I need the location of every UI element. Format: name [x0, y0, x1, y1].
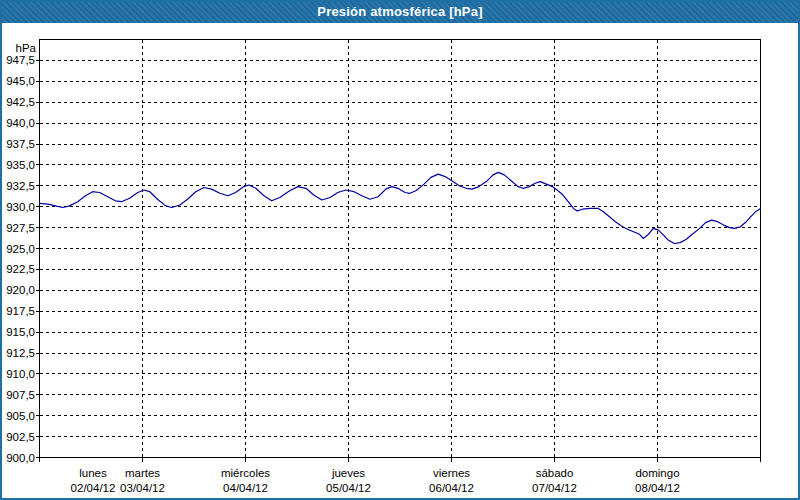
- day-date-label: 08/04/12: [635, 482, 680, 494]
- y-tick-label: 900,0: [6, 452, 35, 464]
- y-tick-label: 945,0: [6, 75, 35, 87]
- y-tick-label: 920,0: [6, 284, 35, 296]
- y-tick-label: 915,0: [6, 326, 35, 338]
- day-name-label: jueves: [331, 467, 365, 479]
- y-tick-label: 922,5: [6, 263, 35, 275]
- day-name-label: sábado: [536, 467, 574, 479]
- y-tick-label: 917,5: [6, 305, 35, 317]
- day-name-label: miércoles: [221, 467, 270, 479]
- day-date-label: 03/04/12: [120, 482, 165, 494]
- y-tick-label: 930,0: [6, 201, 35, 213]
- y-tick-label: 902,5: [6, 431, 35, 443]
- day-name-label: lunes: [79, 467, 107, 479]
- unit-label: hPa: [16, 42, 37, 54]
- pressure-chart: 947,5 945,0 942,5 940,0 937,5 935,0 932,5 930,0…: [0, 0, 800, 500]
- y-tick-label: 910,0: [6, 368, 35, 380]
- y-tick-label: 927,5: [6, 222, 35, 234]
- y-tick-label: 940,0: [6, 117, 35, 129]
- y-tick-label: 905,0: [6, 410, 35, 422]
- y-tick-label: 947,5: [6, 54, 35, 66]
- pressure-line: [40, 172, 761, 243]
- y-tick-label: 942,5: [6, 96, 35, 108]
- day-name-label: viernes: [433, 467, 470, 479]
- y-tick-label: 912,5: [6, 347, 35, 359]
- day-name-label: domingo: [635, 467, 679, 479]
- day-date-label: 02/04/12: [71, 482, 116, 494]
- y-tick-label: 937,5: [6, 138, 35, 150]
- day-date-label: 06/04/12: [429, 482, 474, 494]
- y-tick-label: 935,0: [6, 159, 35, 171]
- day-date-label: 05/04/12: [326, 482, 371, 494]
- y-tick-label: 932,5: [6, 180, 35, 192]
- y-tick-label: 925,0: [6, 243, 35, 255]
- day-date-label: 07/04/12: [532, 482, 577, 494]
- day-date-label: 04/04/12: [223, 482, 268, 494]
- day-name-label: martes: [125, 467, 160, 479]
- y-tick-label: 907,5: [6, 389, 35, 401]
- pressure-chart-window: Presión atmosférica [hPa] 947,5945,0942,…: [0, 0, 800, 500]
